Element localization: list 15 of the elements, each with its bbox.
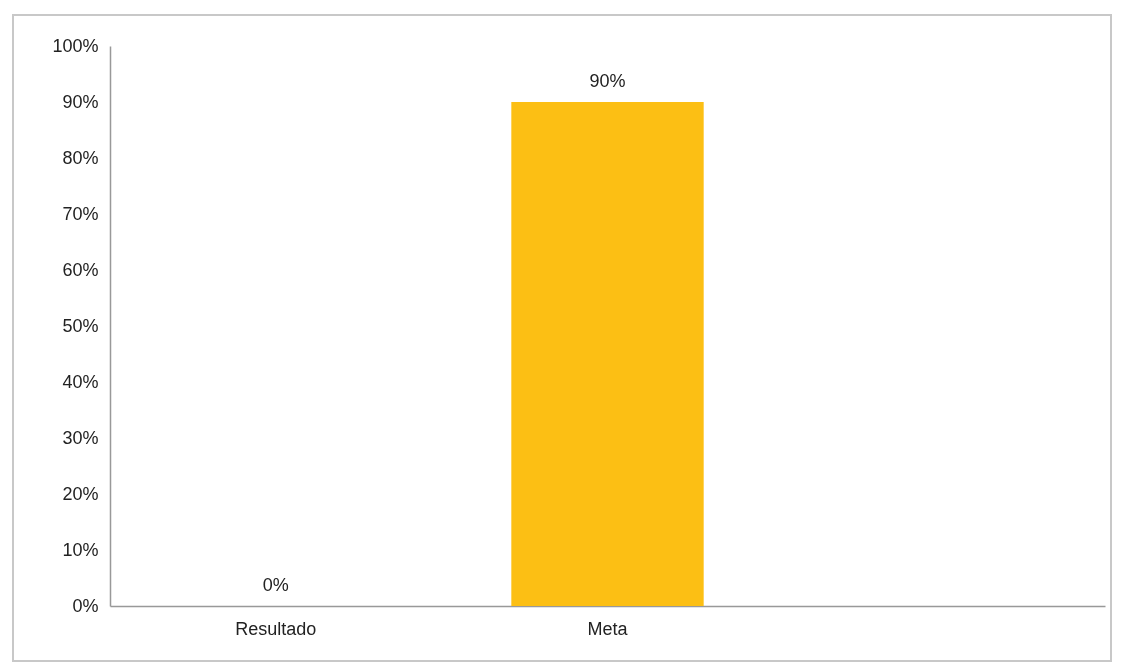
x-tick-label: Meta xyxy=(587,618,629,639)
y-tick-label: 60% xyxy=(62,259,99,280)
data-label: 0% xyxy=(262,575,289,595)
y-tick-label: 70% xyxy=(62,203,99,224)
y-tick-label: 20% xyxy=(62,483,99,504)
y-tick-label: 80% xyxy=(62,147,99,168)
y-tick-label: 10% xyxy=(62,539,99,560)
data-label: 90% xyxy=(589,71,626,91)
y-tick-label: 0% xyxy=(72,595,99,616)
x-tick-label: Resultado xyxy=(235,618,317,639)
y-tick-label: 100% xyxy=(52,35,99,56)
y-tick-label: 50% xyxy=(62,315,99,336)
y-tick-label: 30% xyxy=(62,427,99,448)
y-tick-label: 90% xyxy=(62,91,99,112)
y-tick-label: 40% xyxy=(62,371,99,392)
